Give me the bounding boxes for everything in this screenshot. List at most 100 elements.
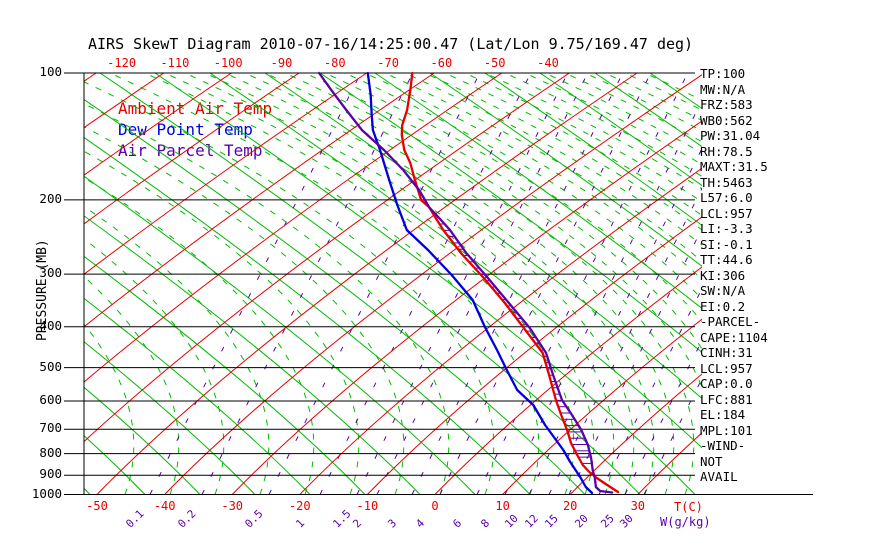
stat-row-ei: EI:0.2 (700, 298, 746, 314)
moist-adiabat-line (84, 103, 450, 495)
stat-row-lcl: LCL:957 (700, 205, 753, 221)
pressure-gridlines (64, 72, 813, 495)
stat-row-l57: L57:6.0 (700, 190, 753, 205)
top-temp-label--100: -100 (213, 56, 243, 70)
bottom-temp-label--10: -10 (356, 499, 379, 513)
dry-adiabat-line (209, 73, 702, 449)
stat-row-mpl: MPL:101 (700, 422, 753, 438)
legend-air-parcel: Air Parcel Temp (118, 141, 263, 160)
dry-adiabat-line (264, 73, 702, 400)
pressure-label-1000: 1000 (31, 485, 62, 501)
moist-adiabat-line (164, 73, 595, 495)
stat-row-tp: TP:100 (700, 66, 746, 81)
isotherm-line (84, 73, 232, 176)
dew-point-curve (366, 71, 594, 495)
sounding-stats-column: TP:100 MW:N/A FRZ:583 WB0:562 PW:31.04 RH:78.… (700, 66, 768, 485)
dry-adiabat-line (84, 341, 256, 495)
pressure-label-500: 500 (39, 358, 62, 374)
dry-adiabat-line (84, 255, 366, 495)
isotherm-line (84, 73, 300, 225)
top-temp-label--60: -60 (430, 56, 453, 70)
isotherm-line (434, 266, 702, 495)
background-line-families (84, 73, 702, 495)
moist-adiabat-line (284, 73, 702, 389)
stat-row-lcl: LCL:957 (700, 360, 753, 376)
pressure-label-700: 700 (39, 420, 62, 436)
moist-adiabat-line (484, 73, 702, 190)
stat-row-ki: KI:306 (700, 267, 746, 283)
moist-adiabat-line (264, 73, 695, 495)
dry-adiabat-line (319, 73, 702, 354)
dry-adiabat-line (84, 98, 586, 495)
dry-adiabat-line (484, 73, 702, 226)
dry-adiabat-line (429, 73, 702, 267)
dry-adiabat-line (594, 73, 702, 148)
stat-row-sw: SW:N/A (700, 283, 746, 298)
moist-adiabat-line (344, 73, 702, 300)
top-temp-label--70: -70 (377, 56, 399, 70)
dry-adiabat-line (84, 386, 201, 495)
isotherm-line (84, 73, 503, 383)
moist-adiabat-line (464, 73, 702, 203)
stat-row-maxt: MAXT:31.5 (700, 159, 768, 174)
moist-adiabat-line (224, 73, 655, 495)
stat-row-lfc: LFC:881 (700, 391, 753, 407)
mixing-ratio-axis-unit: W(g/kg) (660, 515, 711, 529)
dry-adiabat-line (84, 215, 421, 495)
stat-row-frz: FRZ:583 (700, 97, 753, 112)
isotherm-line (502, 318, 702, 495)
top-temp-label--110: -110 (160, 56, 190, 70)
pressure-label-600: 600 (39, 391, 62, 407)
isotherm-line (231, 120, 702, 495)
pressure-label-400: 400 (39, 317, 62, 333)
moist-adiabat-line (84, 323, 135, 495)
moist-adiabat-line (444, 73, 702, 217)
pressure-label-800: 800 (39, 444, 62, 460)
moist-adiabat-line (84, 81, 495, 495)
top-temp-label--90: -90 (270, 56, 293, 70)
bottom-temp-label-0: 0 (431, 499, 439, 513)
stat-row-pw: PW:31.04 (700, 128, 761, 143)
bottom-temp-label--50: -50 (86, 499, 108, 513)
bottom-temp-label--20: -20 (288, 499, 311, 513)
stat-row-wind: -WIND- (700, 438, 746, 453)
top-temp-label--80: -80 (323, 56, 346, 70)
ambient-temp-curve (400, 71, 620, 494)
stat-row-avail: AVAIL (700, 469, 738, 484)
moist-adiabat-line (84, 150, 360, 495)
stat-row-cape: CAPE:1104 (700, 329, 768, 345)
mixing-ratio-line (201, 73, 414, 495)
moist-adiabat-line (84, 126, 405, 495)
temp-axis-unit: T(C) (674, 500, 703, 514)
stat-row-tt: TT:44.6 (700, 252, 753, 267)
dry-adiabat-line (84, 136, 531, 495)
mixing-ratio-line (411, 73, 624, 495)
pressure-label-300: 300 (39, 265, 62, 281)
stat-row-parcel: -PARCEL- (700, 314, 761, 329)
stat-row-cinh: CINH:31 (700, 345, 753, 360)
top-temp-label--40: -40 (537, 56, 559, 70)
moist-adiabat-line (304, 73, 702, 351)
dry-adiabat-line (539, 73, 702, 187)
dry-adiabat-line (84, 297, 311, 495)
dry-adiabat-line (154, 73, 696, 495)
stat-row-mw: MW:N/A (700, 81, 746, 97)
bottom-temp-label-20: 20 (562, 499, 578, 513)
dry-adiabat-line (84, 175, 476, 495)
pressure-label-200: 200 (39, 190, 62, 206)
bottom-temp-label--40: -40 (153, 499, 176, 513)
pressure-label-900: 900 (39, 466, 62, 482)
stat-row-th: TH:5463 (700, 174, 753, 190)
dry-adiabat-line (374, 73, 702, 310)
page-title: AIRS SkewT Diagram 2010-07-16/14:25:00.4… (88, 35, 694, 53)
stat-row-not: NOT (700, 453, 723, 469)
stat-row-cap: CAP:0.0 (700, 376, 753, 391)
moist-adiabat-line (144, 73, 575, 495)
moist-adiabat-line (244, 73, 675, 495)
moist-adiabat-line (204, 73, 635, 495)
moist-adiabat-line (84, 205, 270, 495)
stat-row-si: SI:-0.1 (700, 236, 753, 252)
moist-adiabat-line (324, 73, 702, 323)
bottom-temp-label--30: -30 (221, 499, 244, 513)
